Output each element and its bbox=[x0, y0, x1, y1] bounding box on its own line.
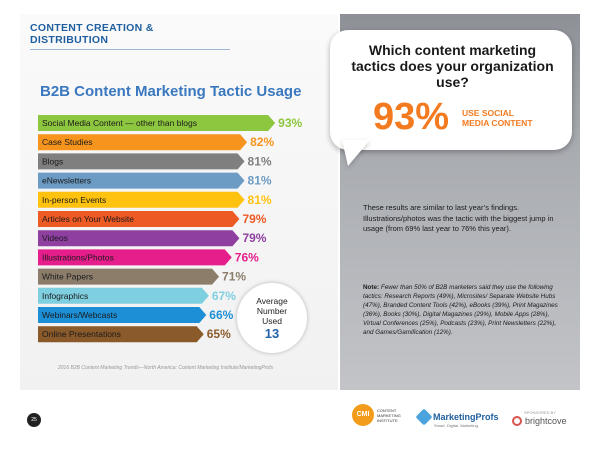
source-note: 2016 B2B Content Marketing Trends—North … bbox=[58, 365, 274, 371]
marketingprofs-mark-icon bbox=[415, 408, 433, 426]
average-number-badge: Average Number Used 13 bbox=[237, 283, 307, 353]
page-number: 25 bbox=[27, 413, 41, 427]
marketingprofs-name: MarketingProfs bbox=[433, 412, 499, 422]
brightcove-sponsor-label: SPONSORED BY bbox=[524, 410, 557, 415]
average-value: 13 bbox=[264, 325, 280, 341]
note-text: Note: Fewer than 50% of B2B marketers sa… bbox=[363, 283, 568, 337]
callout-tail bbox=[342, 140, 370, 166]
chart-title: B2B Content Marketing Tactic Usage bbox=[40, 83, 302, 100]
brightcove-name: brightcove bbox=[525, 416, 567, 426]
cmi-badge-icon: CMI bbox=[352, 404, 374, 426]
brightcove-mark-icon bbox=[512, 416, 522, 426]
section-title: CONTENT CREATION & DISTRIBUTION bbox=[30, 22, 230, 50]
callout-percent: 93% bbox=[373, 96, 450, 138]
marketingprofs-tagline: Smart. Digital. Marketing. bbox=[434, 423, 479, 428]
note-body: Fewer than 50% of B2B marketers said the… bbox=[363, 284, 558, 336]
callout-percent-caption: USE SOCIAL MEDIA CONTENT bbox=[462, 108, 533, 128]
callout-question: Which content marketing tactics does you… bbox=[351, 42, 554, 90]
note-label: Note: bbox=[363, 284, 380, 291]
average-label: Average Number Used bbox=[256, 295, 288, 326]
cmi-logo-text: CONTENT MARKETING INSTITUTE bbox=[377, 407, 401, 423]
cmi-logo: CMI CONTENT MARKETING INSTITUTE bbox=[352, 404, 407, 426]
marketingprofs-logo: MarketingProfs Smart. Digital. Marketing… bbox=[415, 408, 499, 428]
brightcove-logo: SPONSORED BY brightcove bbox=[512, 410, 567, 426]
findings-text: These results are similar to last year’s… bbox=[363, 203, 554, 233]
callout-bubble bbox=[330, 30, 572, 150]
